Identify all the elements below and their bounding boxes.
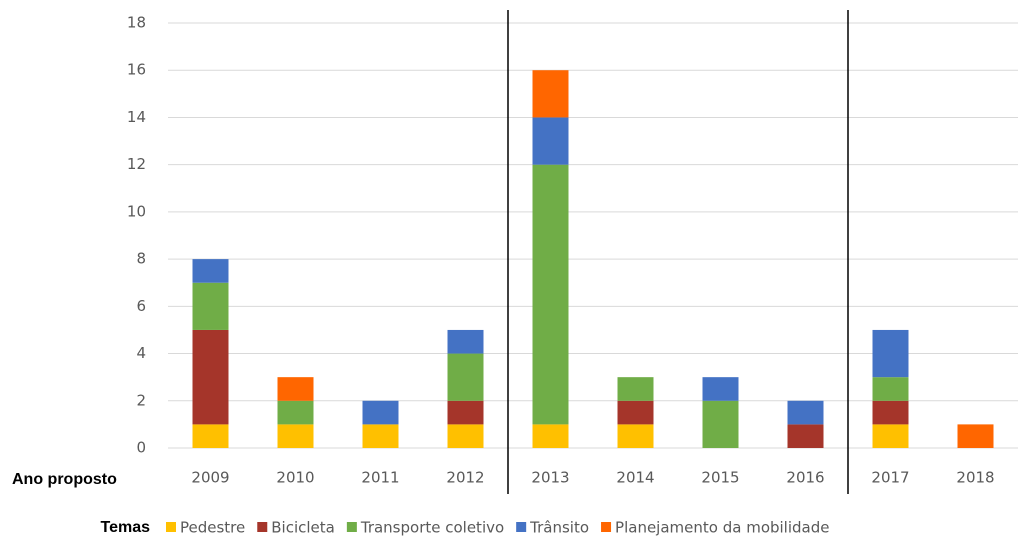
- bar-segment: [532, 424, 569, 448]
- x-tick-label: 2010: [276, 469, 314, 487]
- bar-segment: [277, 400, 314, 425]
- bar-segment: [362, 400, 399, 425]
- bar-segment: [447, 400, 484, 425]
- y-tick-label: 6: [136, 297, 146, 315]
- y-tick-label: 14: [127, 108, 146, 126]
- bar-segment: [617, 400, 654, 425]
- bar-segment: [447, 424, 484, 448]
- x-tick-label: 2017: [871, 469, 909, 487]
- legend-label: Transporte coletivo: [360, 519, 504, 537]
- legend-swatch: [516, 522, 527, 532]
- bar-segment: [447, 329, 484, 354]
- bar-segment: [872, 329, 909, 378]
- bar-segment: [192, 259, 229, 283]
- bar-segment: [532, 70, 569, 118]
- y-tick-label: 10: [127, 202, 146, 220]
- bar-segment: [957, 424, 994, 448]
- bar-segment: [277, 377, 314, 401]
- legend-label: Bicicleta: [271, 519, 335, 537]
- legend-label: Trânsito: [529, 519, 589, 537]
- bar-segment: [362, 424, 399, 448]
- y-tick-label: 2: [136, 391, 146, 409]
- x-tick-label: 2009: [191, 469, 229, 487]
- bar-segment: [532, 164, 569, 425]
- y-tick-label: 4: [136, 344, 146, 362]
- bar-segment: [702, 377, 739, 401]
- x-axis-label: Ano proposto: [12, 471, 117, 488]
- y-tick-label: 0: [136, 439, 146, 457]
- bar-segment: [532, 117, 569, 165]
- y-tick-label: 18: [127, 14, 146, 32]
- bar-segment: [447, 353, 484, 401]
- x-tick-label: 2014: [616, 469, 654, 487]
- bar-segment: [192, 424, 229, 448]
- bar-segment: [872, 400, 909, 425]
- legend-title: Temas: [100, 519, 150, 536]
- bar-segment: [787, 424, 824, 448]
- y-tick-label: 12: [127, 155, 146, 173]
- x-tick-label: 2012: [446, 469, 484, 487]
- y-tick-label: 16: [127, 61, 146, 79]
- bar-segment: [872, 424, 909, 448]
- legend-label: Planejamento da mobilidade: [615, 519, 829, 537]
- legend-label: Pedestre: [180, 519, 245, 537]
- x-tick-label: 2015: [701, 469, 739, 487]
- bar-segment: [617, 377, 654, 401]
- bar-segment: [192, 282, 229, 330]
- bar-segment: [617, 424, 654, 448]
- bar-segment: [787, 400, 824, 425]
- legend-swatch: [601, 522, 612, 532]
- legend-swatch: [257, 522, 268, 532]
- x-tick-label: 2011: [361, 469, 399, 487]
- x-tick-label: 2016: [786, 469, 824, 487]
- bar-segment: [872, 377, 909, 401]
- bar-segment: [702, 400, 739, 448]
- bar-segment: [277, 424, 314, 448]
- bar-segment: [192, 329, 229, 425]
- y-tick-label: 8: [136, 250, 146, 268]
- legend-swatch: [166, 522, 176, 532]
- x-tick-label: 2013: [531, 469, 569, 487]
- legend-swatch: [346, 522, 357, 532]
- x-tick-label: 2018: [956, 469, 994, 487]
